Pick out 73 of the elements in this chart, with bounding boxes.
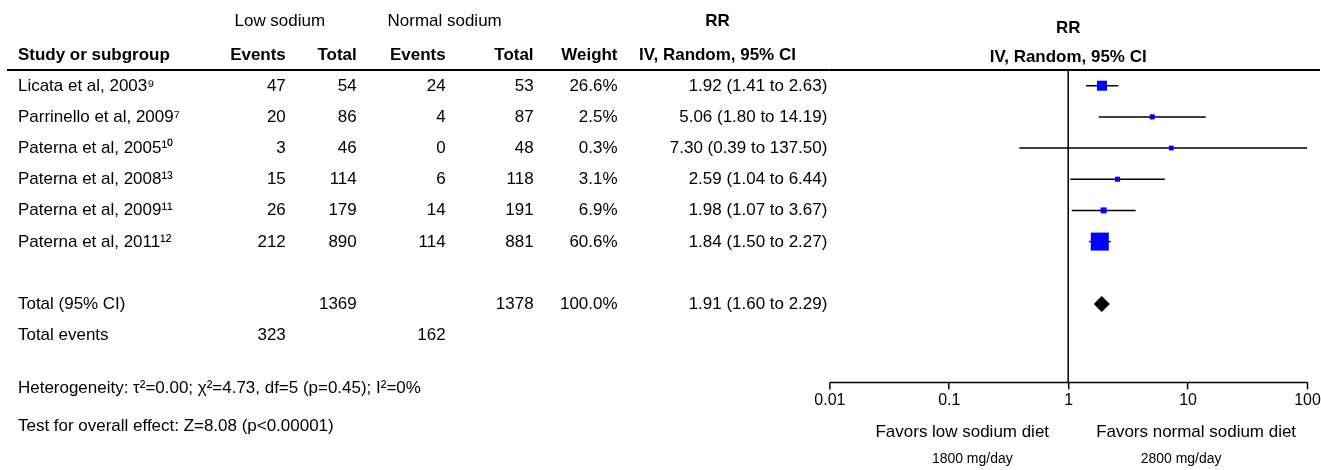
text: 48 [514,138,534,158]
text: 87 [514,106,534,126]
text: 60.6% [569,231,618,251]
category-label: Total events [17,325,109,345]
text: 3.1% [578,169,618,189]
text: 212 [257,231,286,251]
category-label: Parrinello et al, 2009⁷ [17,106,180,126]
text: 86 [337,106,357,126]
text: 54 [337,75,357,95]
text: 14 [426,200,446,220]
text: 6.9% [578,200,618,220]
text: 0 [436,138,446,158]
category-label: Total [494,45,534,65]
text: 179 [328,200,357,220]
x-tick-label: 1 [1064,391,1074,409]
text: Test for overall effect: Z=8.08 (p<0.00001) [17,415,334,435]
text: Low sodium [234,11,326,31]
text: 881 [505,231,534,251]
category-label: Paterna et al, 2008¹³ [17,169,173,189]
text: 100.0% [559,293,618,313]
category-label: Licata et al, 2003⁹ [17,75,155,95]
text: 114 [329,169,357,189]
text: 3 [276,138,286,158]
text: 323 [257,325,286,345]
text: 191 [505,200,534,220]
text: 24 [426,75,446,95]
category-label: Events [230,45,286,65]
text: 15 [266,169,286,189]
text: 890 [328,231,357,251]
text: 1378 [495,293,534,313]
category-label: IV, Random, 95% CI [639,45,796,65]
text: 118 [506,169,534,189]
text: 26 [266,200,286,220]
text: 4 [436,106,446,126]
text: 1.84 (1.50 to 2.27) [688,231,828,251]
text: RR [705,11,730,31]
text: 1.92 (1.41 to 2.63) [688,75,828,95]
x-tick-label: 0.1 [938,391,961,409]
text: 46 [337,138,357,158]
text: Favors normal sodium diet [1096,421,1297,441]
text: 1369 [318,293,357,313]
text: Normal sodium [387,11,502,31]
text: 20 [266,106,286,126]
text: 47 [266,75,286,95]
text: 2800 mg/day [1140,449,1222,466]
x-tick-label: 10 [1179,391,1198,409]
text: 0.3% [578,138,618,158]
category-label: Total [317,45,357,65]
category-label: Paterna et al, 2011¹² [17,231,172,251]
category-label: Total (95% CI) [17,293,126,313]
text: Study or subgroup [17,45,170,65]
text: 2.5% [578,106,618,126]
text: Favors low sodium diet [875,421,1050,441]
chart-title: RR [1055,18,1081,38]
text: Heterogeneity: τ²=0.00; χ²=4.73, df=5 (p=0.45); I²=0% [17,377,421,397]
text: 1.91 (1.60 to 2.29) [688,293,828,313]
text: 114 [418,231,446,251]
text: 2.59 (1.04 to 6.44) [688,169,828,189]
chart-subtitle: IV, Random, 95% CI [989,47,1147,67]
text: 1800 mg/day [931,449,1013,466]
category-label: Paterna et al, 2005¹⁰ [17,138,174,158]
text: 26.6% [569,75,618,95]
text: 6 [436,169,446,189]
category-label: Events [390,45,446,65]
category-label: Paterna et al, 2009¹¹ [17,200,173,220]
text: 162 [417,325,446,345]
x-tick-label: 0.01 [814,391,846,409]
x-tick-label: 100 [1294,391,1321,409]
text: 1.98 (1.07 to 3.67) [688,200,828,220]
text: 5.06 (1.80 to 14.19) [679,106,828,126]
text: 53 [514,75,534,95]
category-label: Weight [561,45,618,65]
text: 7.30 (0.39 to 137.50) [669,138,828,158]
